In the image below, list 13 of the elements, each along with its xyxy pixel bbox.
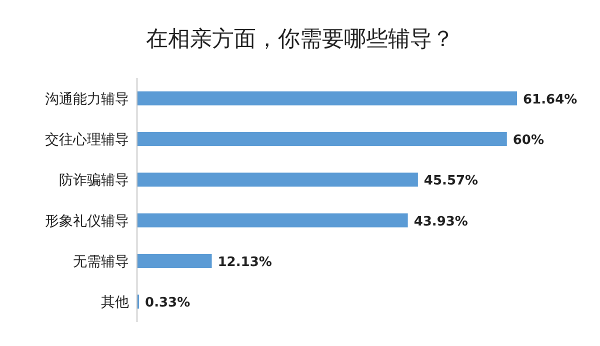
data-label: 0.33% [145,296,190,311]
data-label: 12.13% [218,255,272,270]
y-tick-label: 防诈骗辅导 [59,172,129,189]
y-tick-label: 交往心理辅导 [45,132,129,148]
data-label: 45.57% [424,174,478,189]
data-label: 43.93% [414,214,468,230]
y-tick-label: 其他 [101,294,129,311]
y-tick-label: 沟通能力辅导 [45,91,129,108]
title: 在相亲方面，你需要哪些辅导？ [146,27,454,52]
y-tick-label: 形象礼仪辅导 [45,213,129,230]
data-label: 61.64% [523,92,578,108]
y-tick-label: 无需辅导 [73,254,129,270]
data-label: 60% [512,133,544,148]
